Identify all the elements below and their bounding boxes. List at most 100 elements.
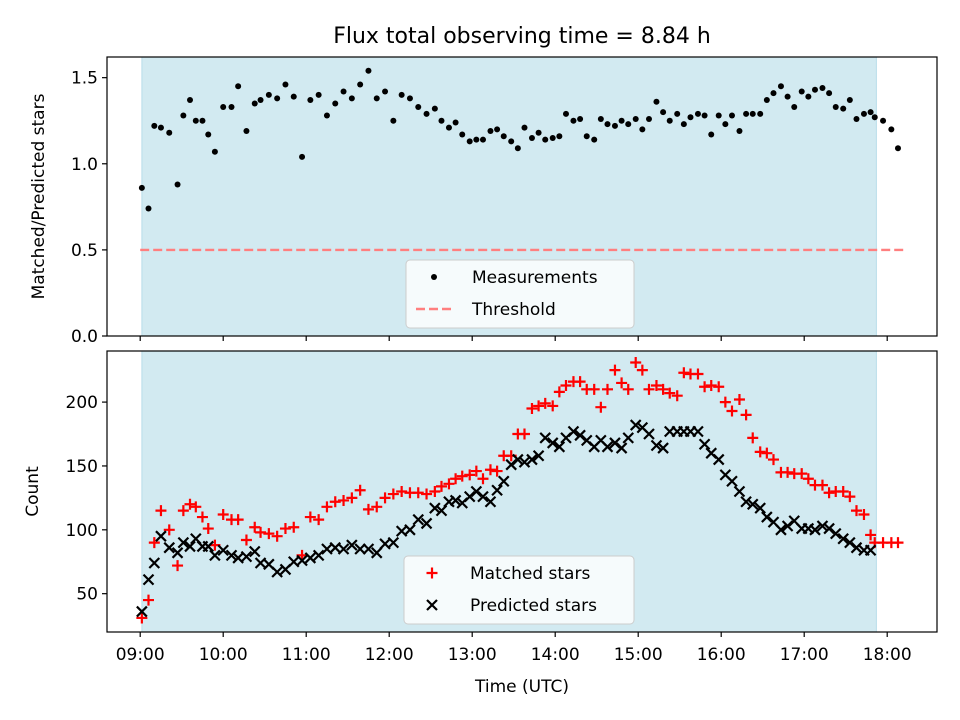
measurement-point xyxy=(542,136,549,143)
matched-star-marker xyxy=(249,521,261,533)
measurement-point xyxy=(680,121,687,128)
measurement-point xyxy=(323,112,330,119)
measurement-point xyxy=(645,116,652,122)
measurement-point xyxy=(340,88,347,95)
measurement-point xyxy=(880,117,887,124)
measurement-point xyxy=(840,105,847,112)
matched-star-marker xyxy=(733,394,745,406)
measurement-point xyxy=(192,117,199,124)
measurement-point xyxy=(151,122,158,129)
measurement-point xyxy=(431,105,438,112)
measurement-point xyxy=(618,117,625,124)
measurement-point xyxy=(332,100,339,107)
predicted-star-marker xyxy=(449,494,462,507)
measurement-point xyxy=(508,138,515,145)
matched-star-marker xyxy=(518,428,530,440)
measurement-point xyxy=(282,81,289,88)
predicted-star-marker xyxy=(370,547,383,559)
matched-star-marker xyxy=(767,454,779,466)
matched-star-marker xyxy=(346,492,358,504)
matched-star-marker xyxy=(719,396,731,408)
measurement-point xyxy=(853,116,860,122)
matched-star-marker xyxy=(747,432,759,444)
predicted-star-marker xyxy=(387,536,400,549)
measurement-point xyxy=(514,145,521,152)
matched-star-marker xyxy=(865,529,877,541)
xlabel: Time (UTC) xyxy=(474,677,569,697)
bottom-legend: Matched stars Predicted stars xyxy=(403,555,635,625)
predicted-star-marker xyxy=(816,520,829,532)
predicted-star-marker xyxy=(746,498,759,511)
top-ytick-label: 1.5 xyxy=(71,69,98,89)
bottom-plot-area xyxy=(136,356,904,624)
top-legend-label: Measurements xyxy=(472,268,598,288)
matched-star-marker xyxy=(837,486,849,497)
predicted-star-marker xyxy=(312,549,325,562)
predicted-star-marker xyxy=(155,530,167,542)
matched-star-marker xyxy=(491,465,503,477)
measurement-point xyxy=(348,95,355,102)
measurement-point xyxy=(674,110,681,117)
predicted-star-marker xyxy=(643,428,655,440)
matched-star-marker xyxy=(850,505,862,517)
measurement-point xyxy=(521,124,528,131)
xtick-label: 18:00 xyxy=(863,645,912,665)
bottom-legend-label: Matched stars xyxy=(470,564,590,584)
matched-star-marker xyxy=(435,480,447,492)
measurement-point xyxy=(846,97,853,104)
predicted-star-marker xyxy=(809,524,821,536)
measurement-point xyxy=(390,117,397,124)
matched-star-marker xyxy=(671,390,683,402)
measurement-point xyxy=(180,112,187,119)
predicted-star-marker xyxy=(271,566,283,578)
measurement-point xyxy=(228,103,235,110)
matched-star-marker xyxy=(609,364,621,376)
measurement-point xyxy=(549,134,556,141)
matched-star-marker xyxy=(574,376,586,388)
measurement-point xyxy=(423,110,430,117)
matched-star-marker xyxy=(271,530,283,542)
measurement-point xyxy=(708,131,715,138)
predicted-star-marker xyxy=(362,543,375,555)
legend-predicted-marker xyxy=(426,599,438,611)
predicted-star-marker xyxy=(733,485,746,498)
matched-star-marker xyxy=(622,383,634,395)
matched-star-marker xyxy=(553,386,565,398)
predicted-star-marker xyxy=(142,573,155,586)
predicted-star-marker xyxy=(171,547,184,559)
chart-title: Flux total observing time = 8.84 h xyxy=(333,24,711,49)
predicted-star-marker xyxy=(217,544,229,557)
predicted-star-marker xyxy=(539,432,552,444)
measurement-point xyxy=(187,97,193,104)
measurement-point xyxy=(220,103,227,110)
bottom-ylabel: Count xyxy=(23,466,43,517)
predicted-star-marker xyxy=(775,524,787,536)
measurement-point xyxy=(274,95,281,102)
predicted-star-marker xyxy=(177,536,190,549)
xtick-label: 16:00 xyxy=(697,645,746,665)
measurement-point xyxy=(570,117,577,124)
matched-star-marker xyxy=(429,486,441,497)
predicted-star-marker xyxy=(567,425,580,438)
predicted-star-marker xyxy=(553,441,566,453)
predicted-star-marker xyxy=(497,475,510,488)
predicted-star-marker xyxy=(829,527,842,540)
matched-star-marker xyxy=(136,612,148,624)
matched-star-marker xyxy=(177,505,189,517)
bottom-ytick-label: 100 xyxy=(66,521,98,541)
predicted-star-marker xyxy=(526,453,538,466)
measurement-point xyxy=(577,116,584,122)
matched-star-marker xyxy=(657,383,669,395)
predicted-star-marker xyxy=(657,442,669,454)
measurement-point xyxy=(357,81,364,88)
measurement-point xyxy=(871,114,878,121)
predicted-star-marker xyxy=(354,543,366,555)
predicted-star-marker xyxy=(248,545,261,558)
matched-star-marker xyxy=(450,473,462,485)
measurement-point xyxy=(452,119,459,126)
measurement-point xyxy=(736,128,743,135)
predicted-star-marker xyxy=(148,557,161,569)
predicted-star-marker xyxy=(412,513,425,526)
matched-star-marker xyxy=(616,377,628,389)
predicted-star-marker xyxy=(240,550,253,563)
